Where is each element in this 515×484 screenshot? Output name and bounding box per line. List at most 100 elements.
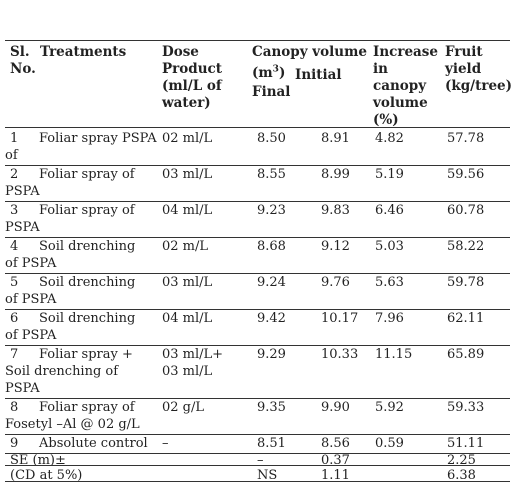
row-treatment: Soil drenching of bbox=[5, 364, 119, 379]
row-dose: – bbox=[162, 436, 169, 451]
row-final: 9.83 bbox=[321, 203, 350, 218]
row-initial: 9.35 bbox=[257, 400, 286, 415]
row-treatment: Foliar spray + bbox=[39, 347, 133, 362]
row-sl: 4 bbox=[10, 239, 19, 254]
row-treatment: of PSPA bbox=[5, 292, 57, 307]
row-yield: 65.89 bbox=[447, 347, 485, 362]
footer-label: SE (m)± bbox=[10, 453, 66, 468]
header-sl-line2: No. bbox=[10, 61, 36, 77]
row-increase: 7.96 bbox=[375, 311, 404, 326]
footer-final: 1.11 bbox=[321, 468, 350, 483]
row-sl: 2 bbox=[10, 167, 19, 182]
row-yield: 62.11 bbox=[447, 311, 485, 326]
row-treatment: PSPA bbox=[5, 184, 40, 199]
header-canopy-volume: Canopy volume bbox=[252, 44, 367, 60]
row-yield: 59.78 bbox=[447, 275, 485, 290]
row-sl: 7 bbox=[10, 347, 19, 362]
row-rule bbox=[5, 165, 510, 166]
header-canopy-unit: (m3) bbox=[252, 64, 286, 81]
row-final: 8.56 bbox=[321, 436, 350, 451]
row-rule bbox=[5, 309, 510, 310]
row-yield: 57.78 bbox=[447, 131, 485, 146]
row-yield: 59.56 bbox=[447, 167, 485, 182]
row-rule bbox=[5, 398, 510, 399]
header-yield-line2: yield bbox=[445, 61, 482, 77]
row-rule bbox=[5, 237, 510, 238]
row-dose: 03 ml/L bbox=[162, 167, 213, 182]
row-treatment: Soil drenching bbox=[39, 275, 136, 290]
header-increase-line5: (%) bbox=[373, 112, 399, 128]
header-dose-line1: Dose bbox=[162, 44, 199, 60]
row-final: 9.76 bbox=[321, 275, 350, 290]
row-final: 10.33 bbox=[321, 347, 359, 362]
row-dose: 04 ml/L bbox=[162, 311, 213, 326]
header-increase-line1: Increase bbox=[373, 44, 438, 60]
row-final: 8.99 bbox=[321, 167, 350, 182]
row-treatment: Soil drenching bbox=[39, 311, 136, 326]
header-increase-line2: in bbox=[373, 61, 388, 77]
footer-rule-1 bbox=[5, 465, 510, 466]
row-treatment: Absolute control bbox=[39, 436, 148, 451]
header-yield-line3: (kg/tree) bbox=[445, 78, 513, 94]
row-sl: 5 bbox=[10, 275, 19, 290]
row-treatment: Fosetyl –Al @ 02 g/L bbox=[5, 417, 140, 432]
row-initial: 8.55 bbox=[257, 167, 286, 182]
footer-initial: – bbox=[257, 453, 264, 468]
table-top-rule bbox=[5, 40, 510, 41]
header-increase-line4: volume bbox=[373, 95, 428, 111]
footer-label: (CD at 5%) bbox=[10, 468, 83, 483]
header-canopy-final: Final bbox=[252, 84, 291, 100]
footer-final: 0.37 bbox=[321, 453, 350, 468]
row-treatment: Foliar spray of bbox=[39, 167, 135, 182]
row-rule bbox=[5, 453, 510, 454]
row-final: 9.12 bbox=[321, 239, 350, 254]
footer-initial: NS bbox=[257, 468, 278, 483]
row-sl: 8 bbox=[10, 400, 19, 415]
row-dose: 02 ml/L bbox=[162, 131, 213, 146]
row-yield: 58.22 bbox=[447, 239, 485, 254]
row-increase: 5.63 bbox=[375, 275, 404, 290]
row-sl: 1 bbox=[10, 131, 19, 146]
header-increase-line3: canopy bbox=[373, 78, 427, 94]
row-increase: 4.82 bbox=[375, 131, 404, 146]
footer-yield: 2.25 bbox=[447, 453, 476, 468]
row-treatment: of PSPA bbox=[5, 256, 57, 271]
row-treatment: Foliar spray of bbox=[39, 400, 135, 415]
row-treatment: PSPA bbox=[5, 220, 40, 235]
row-dose: 03 ml/L+ bbox=[162, 347, 224, 362]
row-initial: 8.51 bbox=[257, 436, 286, 451]
row-increase: 5.03 bbox=[375, 239, 404, 254]
row-dose: 03 ml/L bbox=[162, 364, 213, 379]
row-final: 8.91 bbox=[321, 131, 350, 146]
row-dose: 04 ml/L bbox=[162, 203, 213, 218]
row-dose: 02 g/L bbox=[162, 400, 205, 415]
row-treatment: Soil drenching bbox=[39, 239, 136, 254]
row-initial: 8.50 bbox=[257, 131, 286, 146]
header-canopy-initial: Initial bbox=[295, 67, 342, 83]
row-initial: 8.68 bbox=[257, 239, 286, 254]
header-yield-line1: Fruit bbox=[445, 44, 483, 60]
row-increase: 6.46 bbox=[375, 203, 404, 218]
header-treatments: Treatments bbox=[40, 44, 127, 60]
header-bottom-rule bbox=[5, 127, 510, 128]
row-treatment: of PSPA bbox=[5, 328, 57, 343]
row-initial: 9.42 bbox=[257, 311, 286, 326]
row-initial: 9.29 bbox=[257, 347, 286, 362]
row-treatment: Foliar spray PSPA bbox=[39, 131, 157, 146]
row-increase: 0.59 bbox=[375, 436, 404, 451]
row-sl: 9 bbox=[10, 436, 19, 451]
row-final: 10.17 bbox=[321, 311, 359, 326]
row-treatment: PSPA bbox=[5, 381, 40, 396]
row-treatment: Foliar spray of bbox=[39, 203, 135, 218]
row-final: 9.90 bbox=[321, 400, 350, 415]
header-sl-line1: Sl. bbox=[10, 44, 30, 60]
row-dose: 02 m/L bbox=[162, 239, 209, 254]
header-dose-line4: water) bbox=[162, 95, 211, 111]
row-increase: 11.15 bbox=[375, 347, 413, 362]
row-rule bbox=[5, 345, 510, 346]
row-rule bbox=[5, 273, 510, 274]
header-dose-line3: (ml/L of bbox=[162, 78, 222, 94]
row-yield: 59.33 bbox=[447, 400, 485, 415]
row-initial: 9.23 bbox=[257, 203, 286, 218]
row-treatment: of bbox=[5, 148, 18, 163]
